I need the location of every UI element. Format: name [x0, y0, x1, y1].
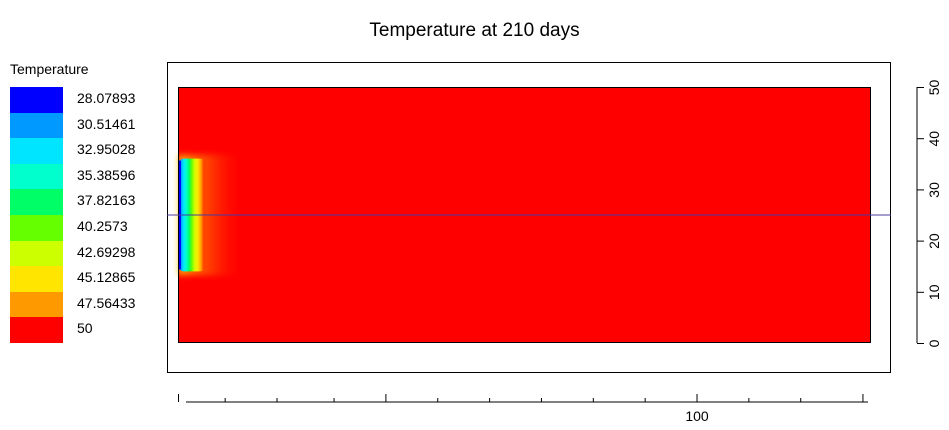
legend-swatch [10, 87, 63, 113]
legend-label: 37.82163 [77, 192, 136, 209]
legend-label: 35.38596 [77, 166, 136, 183]
legend-swatch [10, 189, 63, 215]
y-tick-label: 0 [926, 339, 942, 347]
legend-swatch [10, 112, 63, 139]
legend-swatch [10, 266, 63, 292]
legend-swatch [10, 138, 63, 164]
chart-title: Temperature at 210 days [369, 20, 580, 41]
legend-label: 45.12865 [77, 269, 136, 286]
x-tick-label: 100 [685, 408, 709, 424]
legend-label: 50 [77, 320, 93, 337]
legend-swatch [10, 240, 63, 267]
legend-swatch [10, 163, 63, 190]
y-tick-label: 40 [926, 131, 942, 147]
legend-swatch [10, 214, 63, 241]
y-tick-label: 20 [926, 233, 942, 249]
legend-label: 32.95028 [77, 141, 136, 158]
legend-label: 47.56433 [77, 294, 136, 311]
y-tick-label: 30 [926, 182, 942, 198]
legend-swatch [10, 317, 63, 343]
y-axis: 0 10 20 30 40 50 [916, 80, 942, 347]
y-tick-label: 50 [926, 80, 942, 96]
legend-label: 30.51461 [77, 115, 136, 132]
legend-swatch [10, 291, 63, 318]
legend-label: 28.07893 [77, 90, 136, 106]
legend-title: Temperature [10, 61, 89, 77]
legend-label: 40.2573 [77, 217, 128, 234]
plot-box [167, 62, 891, 373]
y-tick-label: 10 [926, 284, 942, 300]
legend-label: 42.69298 [77, 243, 136, 260]
x-axis: 100 [178, 394, 868, 424]
